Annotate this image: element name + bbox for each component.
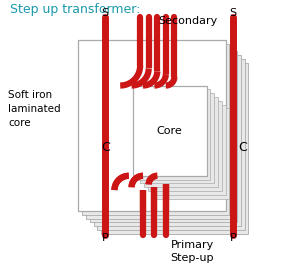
Bar (82, 44, 229, 215)
Text: S: S (230, 8, 237, 18)
Bar (155, 108, 229, 199)
Text: Step up transformer:: Step up transformer: (10, 3, 140, 16)
Bar (148, 101, 222, 191)
Text: P: P (102, 233, 108, 242)
Text: Soft iron
laminated
core: Soft iron laminated core (8, 90, 61, 128)
Bar (144, 97, 218, 187)
Text: Primary
Step-up: Primary Step-up (171, 240, 214, 263)
Bar (152, 104, 226, 195)
Text: S: S (102, 8, 109, 18)
Bar (140, 93, 214, 183)
Bar (90, 51, 237, 222)
Bar (136, 89, 210, 180)
Bar (98, 59, 245, 230)
Bar (78, 40, 226, 211)
Text: Core: Core (157, 126, 182, 136)
Text: P: P (230, 233, 237, 242)
Text: C: C (239, 141, 247, 154)
Text: Secondary: Secondary (158, 16, 217, 26)
Bar (101, 63, 249, 234)
Bar (86, 47, 233, 219)
Bar (94, 55, 241, 226)
Text: C: C (102, 141, 110, 154)
Bar (132, 86, 207, 176)
